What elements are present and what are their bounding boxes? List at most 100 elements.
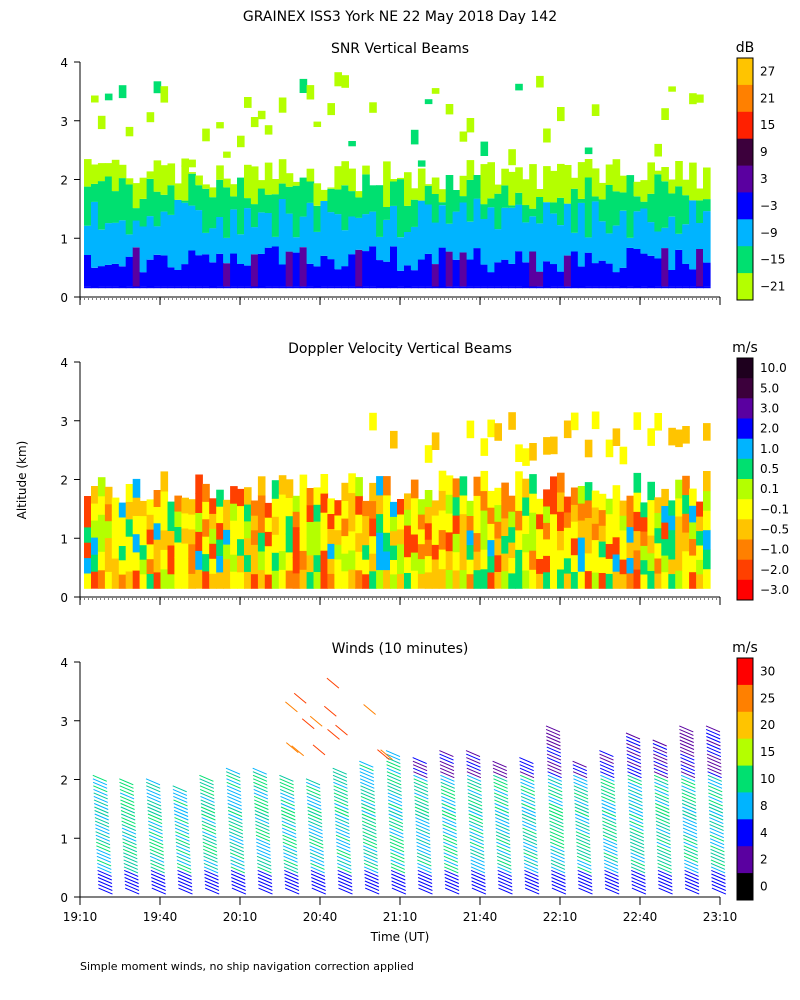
snr-cell bbox=[341, 230, 349, 267]
doppler-cell bbox=[668, 573, 676, 589]
wind-barb bbox=[629, 831, 644, 839]
snr-cell bbox=[647, 222, 655, 256]
snr-cell bbox=[612, 225, 621, 273]
doppler-cell bbox=[257, 476, 266, 496]
snr-cell bbox=[313, 231, 322, 267]
wind-barb bbox=[603, 852, 618, 860]
doppler-cell bbox=[689, 505, 697, 523]
doppler-cell bbox=[522, 533, 530, 553]
wind-barb bbox=[283, 852, 298, 860]
wind-barb bbox=[709, 817, 724, 825]
snr-cell bbox=[647, 286, 655, 289]
snr-cell bbox=[320, 255, 329, 287]
doppler-cell bbox=[633, 511, 642, 532]
colorbar-swatch bbox=[737, 479, 753, 500]
doppler-cell bbox=[445, 494, 454, 514]
snr-cell bbox=[174, 199, 182, 270]
wind-barb bbox=[417, 873, 433, 881]
wind-barb bbox=[439, 753, 454, 761]
wind-barb bbox=[497, 862, 512, 870]
wind-barb bbox=[284, 873, 299, 881]
wind-barb bbox=[123, 859, 138, 867]
doppler-cell bbox=[654, 413, 662, 431]
wind-barb bbox=[307, 810, 322, 817]
wind-barb bbox=[306, 781, 321, 789]
snr-cell bbox=[250, 204, 259, 228]
doppler-cell bbox=[160, 529, 169, 550]
colorbar-label: 10 bbox=[760, 772, 775, 786]
wind-barb bbox=[332, 774, 348, 782]
snr-cell bbox=[466, 160, 475, 180]
doppler-cell bbox=[417, 499, 426, 515]
snr-cell bbox=[369, 286, 377, 289]
snr-cell bbox=[153, 81, 162, 94]
doppler-cell bbox=[285, 479, 294, 498]
wind-barb bbox=[228, 817, 243, 825]
doppler-cell bbox=[682, 532, 690, 552]
doppler-cell bbox=[348, 492, 356, 513]
wind-barb bbox=[706, 757, 722, 765]
doppler-cell bbox=[445, 531, 454, 552]
doppler-cell bbox=[661, 522, 669, 540]
wind-barb bbox=[416, 838, 431, 846]
wind-barb bbox=[706, 732, 721, 740]
doppler-cell bbox=[404, 493, 412, 510]
wind-barb bbox=[470, 852, 485, 860]
snr-cell bbox=[160, 194, 169, 212]
doppler-cell bbox=[91, 486, 99, 504]
colorbar-swatch bbox=[737, 219, 753, 247]
colorbar-label: 21 bbox=[760, 91, 775, 105]
doppler-cell bbox=[91, 503, 99, 521]
wind-barb bbox=[575, 834, 591, 842]
wind-barb bbox=[630, 859, 645, 867]
snr-cell bbox=[160, 255, 169, 287]
wind-barb bbox=[413, 778, 428, 786]
y-tick-label: 0 bbox=[60, 291, 68, 305]
doppler-cell bbox=[661, 505, 669, 523]
snr-cell bbox=[529, 208, 537, 217]
snr-cell bbox=[654, 231, 662, 259]
doppler-cell bbox=[668, 544, 676, 560]
wind-barb bbox=[707, 774, 722, 782]
doppler-cell bbox=[431, 573, 440, 589]
wind-barb bbox=[443, 859, 459, 867]
snr-cell bbox=[264, 286, 273, 289]
doppler-cell bbox=[536, 573, 544, 589]
snr-cell bbox=[250, 166, 259, 205]
wind-barb bbox=[684, 862, 699, 870]
wind-barb bbox=[577, 859, 592, 867]
wind-barb bbox=[469, 834, 484, 842]
doppler-cell bbox=[459, 476, 468, 496]
doppler-cell bbox=[543, 489, 551, 507]
snr-cell bbox=[577, 198, 586, 203]
snr-cell bbox=[682, 286, 690, 289]
doppler-cell bbox=[703, 510, 711, 531]
snr-cell bbox=[473, 248, 482, 287]
snr-cell bbox=[487, 286, 495, 289]
wind-barb bbox=[523, 841, 538, 849]
snr-cell bbox=[654, 170, 662, 175]
wind-barb bbox=[442, 831, 457, 839]
snr-cell bbox=[348, 141, 356, 147]
wind-barb bbox=[522, 820, 537, 828]
wind-barb bbox=[524, 869, 539, 877]
doppler-cell bbox=[181, 512, 189, 529]
doppler-cell bbox=[195, 569, 203, 589]
snr-cell bbox=[160, 286, 169, 289]
wind-barb bbox=[600, 771, 615, 779]
snr-cell bbox=[244, 164, 252, 199]
wind-barb bbox=[496, 841, 511, 849]
snr-cell bbox=[466, 221, 475, 260]
wind-barb bbox=[253, 795, 269, 803]
wind-barb bbox=[707, 767, 722, 775]
wind-barb bbox=[626, 753, 641, 761]
snr-cell bbox=[195, 286, 203, 289]
snr-cell bbox=[390, 205, 398, 247]
wind-barb bbox=[253, 778, 268, 786]
doppler-cell bbox=[452, 551, 461, 571]
snr-cell bbox=[550, 213, 558, 265]
doppler-cell bbox=[313, 537, 322, 556]
wind-barb bbox=[654, 778, 669, 786]
wind-barb bbox=[122, 841, 137, 849]
wind-barb bbox=[523, 855, 538, 863]
